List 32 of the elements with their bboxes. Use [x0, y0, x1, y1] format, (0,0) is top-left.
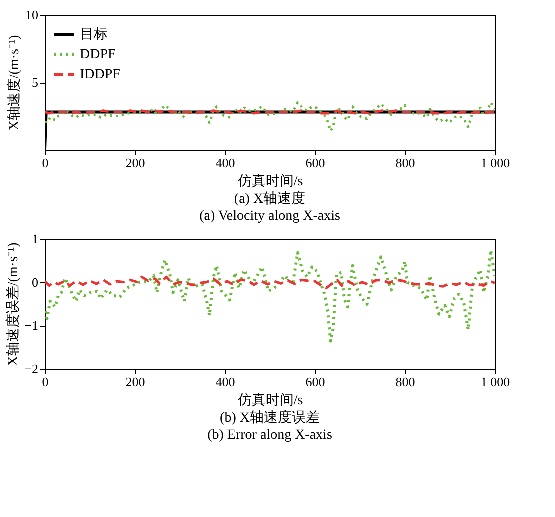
y-tick-label: 5	[32, 75, 38, 90]
x-tick-label: 0	[42, 156, 49, 170]
text: (b) Error along X-axis	[208, 428, 332, 443]
x-axis-title: 仿真时间/s	[236, 392, 304, 408]
x-tick-label: 800	[396, 374, 416, 390]
x-tick-label: 800	[396, 156, 416, 170]
text: (a) X轴速度	[234, 191, 306, 207]
x-tick-label: 600	[306, 374, 326, 390]
y-tick-label: 1	[32, 232, 38, 246]
x-tick-label: 400	[216, 374, 236, 390]
line-series	[45, 248, 495, 343]
x-axis-title: 仿真时间/s	[236, 174, 304, 190]
legend-label: IDDPF	[80, 68, 121, 82]
text: (b) X轴速度误差	[220, 410, 320, 426]
x-tick-label: 400	[216, 156, 236, 170]
y-axis-title: X轴速度/(m·s⁻¹)	[6, 34, 22, 131]
y-tick-label: 0	[32, 274, 38, 290]
x-tick-label: 1 000	[480, 374, 510, 390]
y-tick-label: 10	[26, 8, 38, 22]
x-tick-label: 600	[306, 156, 326, 170]
legend-label: DDPF	[80, 48, 116, 62]
text: (a) Velocity along X-axis	[200, 209, 340, 224]
line-series	[45, 102, 495, 132]
line-series	[45, 276, 495, 290]
y-tick-label: −2	[24, 362, 38, 376]
x-tick-label: 0	[42, 374, 49, 390]
y-tick-label: −1	[24, 318, 38, 334]
x-tick-label: 200	[126, 156, 146, 170]
legend-label: 目标	[80, 26, 108, 42]
x-tick-label: 200	[126, 374, 146, 390]
x-tick-label: 1 000	[480, 156, 510, 170]
y-axis-title: X轴速度误差/(m·s⁻¹)	[6, 242, 22, 366]
